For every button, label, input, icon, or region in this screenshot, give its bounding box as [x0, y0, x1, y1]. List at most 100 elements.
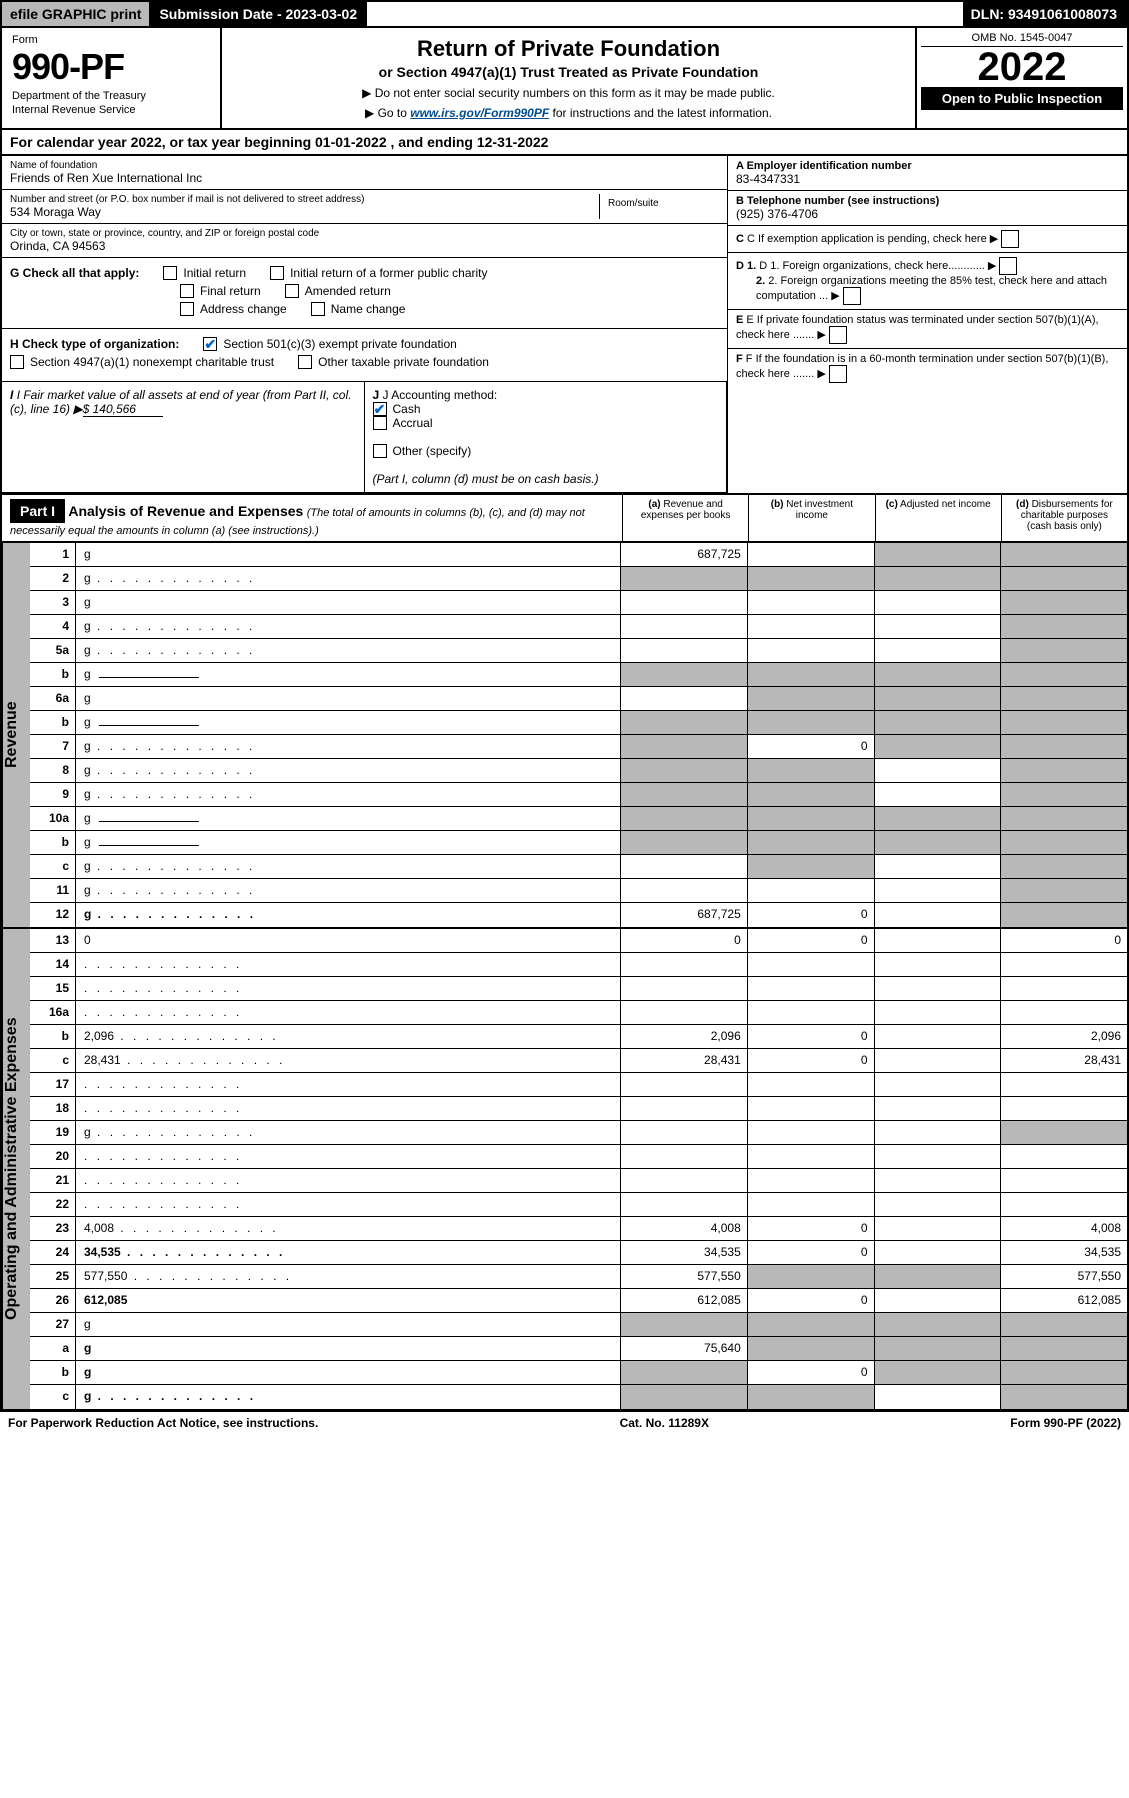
- other-method-checkbox[interactable]: [373, 444, 387, 458]
- calendar-year-line: For calendar year 2022, or tax year begi…: [0, 130, 1129, 156]
- name-change-checkbox[interactable]: [311, 302, 325, 316]
- initial-former-checkbox[interactable]: [270, 266, 284, 280]
- line-description: [76, 977, 621, 1000]
- line-description: g: [76, 879, 621, 902]
- line-description: [76, 1073, 621, 1096]
- line-number: b: [30, 1361, 76, 1384]
- table-row: bg: [30, 663, 1127, 687]
- cell-col-b: [748, 879, 875, 902]
- cell-col-a: [621, 1361, 748, 1384]
- d2-checkbox[interactable]: [843, 287, 861, 305]
- c-checkbox[interactable]: [1001, 230, 1019, 248]
- form-link[interactable]: www.irs.gov/Form990PF: [410, 106, 549, 120]
- revenue-rows: 1g687,7252g3g4g5agbg6agbg7g08g9g10agbgcg…: [30, 543, 1127, 927]
- initial-return-checkbox[interactable]: [163, 266, 177, 280]
- cell-col-d: [1001, 639, 1127, 662]
- cash-checkbox[interactable]: [373, 402, 387, 416]
- final-return-checkbox[interactable]: [180, 284, 194, 298]
- expense-rows: 130000141516ab2,0962,09602,096c28,43128,…: [30, 929, 1127, 1409]
- table-row: 2g: [30, 567, 1127, 591]
- line-number: 13: [30, 929, 76, 952]
- cell-col-a: [621, 1193, 748, 1216]
- 4947-checkbox[interactable]: [10, 355, 24, 369]
- g-opt-1: Initial return of a former public charit…: [290, 266, 487, 280]
- instr2-post: for instructions and the latest informat…: [549, 106, 772, 120]
- cell-col-c: [875, 543, 1002, 566]
- f-checkbox[interactable]: [829, 365, 847, 383]
- cell-col-c: [875, 953, 1002, 976]
- col-b-lbl: (b): [771, 499, 784, 510]
- line-description: g: [76, 615, 621, 638]
- form-subtitle: or Section 4947(a)(1) Trust Treated as P…: [242, 64, 895, 80]
- cell-col-d: 577,550: [1001, 1265, 1127, 1288]
- footer-mid: Cat. No. 11289X: [620, 1416, 709, 1430]
- cell-col-a: [621, 615, 748, 638]
- e-checkbox[interactable]: [829, 326, 847, 344]
- cell-col-c: [875, 687, 1002, 710]
- instr2-pre: ▶ Go to: [365, 106, 410, 120]
- address-cell: Number and street (or P.O. box number if…: [2, 190, 727, 224]
- table-row: 1g687,725: [30, 543, 1127, 567]
- cell-col-b: [748, 1001, 875, 1024]
- accrual-checkbox[interactable]: [373, 416, 387, 430]
- h-opt2: Section 4947(a)(1) nonexempt charitable …: [30, 355, 274, 369]
- other-taxable-checkbox[interactable]: [298, 355, 312, 369]
- cell-col-d: [1001, 1073, 1127, 1096]
- cell-col-d: 2,096: [1001, 1025, 1127, 1048]
- line-number: 27: [30, 1313, 76, 1336]
- footer-right: Form 990-PF (2022): [1010, 1416, 1121, 1430]
- line-number: 15: [30, 977, 76, 1000]
- line-number: 1: [30, 543, 76, 566]
- cell-col-c: [875, 1265, 1002, 1288]
- table-row: 7g0: [30, 735, 1127, 759]
- expense-label: Operating and Administrative Expenses: [2, 929, 30, 1409]
- table-row: 3g: [30, 591, 1127, 615]
- cell-col-c: [875, 1001, 1002, 1024]
- cell-col-b: [748, 977, 875, 1000]
- cell-col-b: [748, 663, 875, 686]
- amended-return-checkbox[interactable]: [285, 284, 299, 298]
- table-row: 25577,550577,550577,550: [30, 1265, 1127, 1289]
- footer: For Paperwork Reduction Act Notice, see …: [0, 1411, 1129, 1434]
- line-description: g: [76, 807, 621, 830]
- cell-col-d: [1001, 783, 1127, 806]
- form-title: Return of Private Foundation: [242, 36, 895, 62]
- cell-col-a: 0: [621, 929, 748, 952]
- d1-checkbox[interactable]: [999, 257, 1017, 275]
- section-c: C C If exemption application is pending,…: [728, 226, 1127, 253]
- line-number: 6a: [30, 687, 76, 710]
- submission-date: Submission Date - 2023-03-02: [151, 2, 367, 26]
- line-description: g: [76, 1313, 621, 1336]
- cell-col-a: [621, 807, 748, 830]
- line-description: g: [76, 735, 621, 758]
- section-i: I I Fair market value of all assets at e…: [2, 382, 365, 492]
- cell-col-b: [748, 1145, 875, 1168]
- cell-col-d: [1001, 1313, 1127, 1336]
- cell-col-c: [875, 1169, 1002, 1192]
- room-label: Room/suite: [599, 194, 719, 219]
- cell-col-c: [875, 1241, 1002, 1264]
- col-c-txt: Adjusted net income: [900, 499, 991, 510]
- cell-col-b: 0: [748, 1289, 875, 1312]
- 501c3-checkbox[interactable]: [203, 337, 217, 351]
- address-change-checkbox[interactable]: [180, 302, 194, 316]
- cell-col-c: [875, 1025, 1002, 1048]
- cell-col-c: [875, 903, 1002, 927]
- revenue-table: Revenue 1g687,7252g3g4g5agbg6agbg7g08g9g…: [0, 543, 1129, 929]
- g-label: G Check all that apply:: [10, 266, 139, 280]
- table-row: 2434,53534,535034,535: [30, 1241, 1127, 1265]
- line-number: 25: [30, 1265, 76, 1288]
- cell-col-c: [875, 1385, 1002, 1409]
- table-row: 5ag: [30, 639, 1127, 663]
- line-description: [76, 1193, 621, 1216]
- line-number: b: [30, 711, 76, 734]
- cell-col-c: [875, 615, 1002, 638]
- cell-col-d: [1001, 1193, 1127, 1216]
- cell-col-c: [875, 1289, 1002, 1312]
- instruction-2: ▶ Go to www.irs.gov/Form990PF for instru…: [242, 106, 895, 120]
- top-bar: efile GRAPHIC print Submission Date - 20…: [0, 0, 1129, 28]
- line-description: g: [76, 759, 621, 782]
- dept-irs: Internal Revenue Service: [12, 104, 210, 116]
- cell-col-a: [621, 1145, 748, 1168]
- line-description: g: [76, 543, 621, 566]
